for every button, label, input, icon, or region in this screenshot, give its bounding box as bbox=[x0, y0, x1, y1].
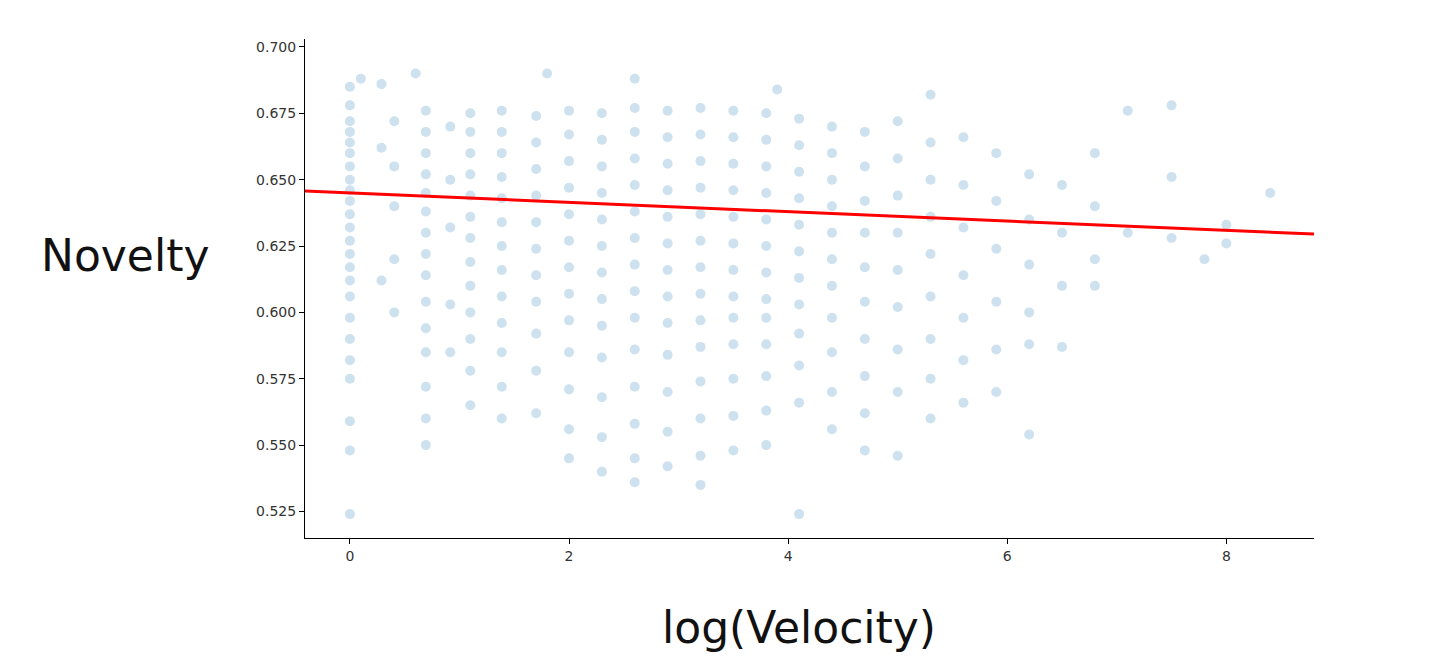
svg-text:0.600: 0.600 bbox=[256, 304, 296, 320]
svg-text:4: 4 bbox=[784, 548, 793, 564]
svg-text:0.575: 0.575 bbox=[256, 371, 296, 387]
svg-text:0.525: 0.525 bbox=[256, 503, 296, 519]
svg-text:log(Velocity): log(Velocity) bbox=[662, 602, 936, 653]
svg-text:0.650: 0.650 bbox=[256, 172, 296, 188]
svg-text:8: 8 bbox=[1222, 548, 1231, 564]
svg-text:Novelty: Novelty bbox=[41, 230, 209, 281]
svg-text:6: 6 bbox=[1003, 548, 1012, 564]
svg-text:2: 2 bbox=[565, 548, 574, 564]
svg-text:0: 0 bbox=[345, 548, 354, 564]
svg-text:0.675: 0.675 bbox=[256, 105, 296, 121]
svg-text:0.550: 0.550 bbox=[256, 437, 296, 453]
svg-text:0.700: 0.700 bbox=[256, 39, 296, 55]
svg-text:0.625: 0.625 bbox=[256, 238, 296, 254]
